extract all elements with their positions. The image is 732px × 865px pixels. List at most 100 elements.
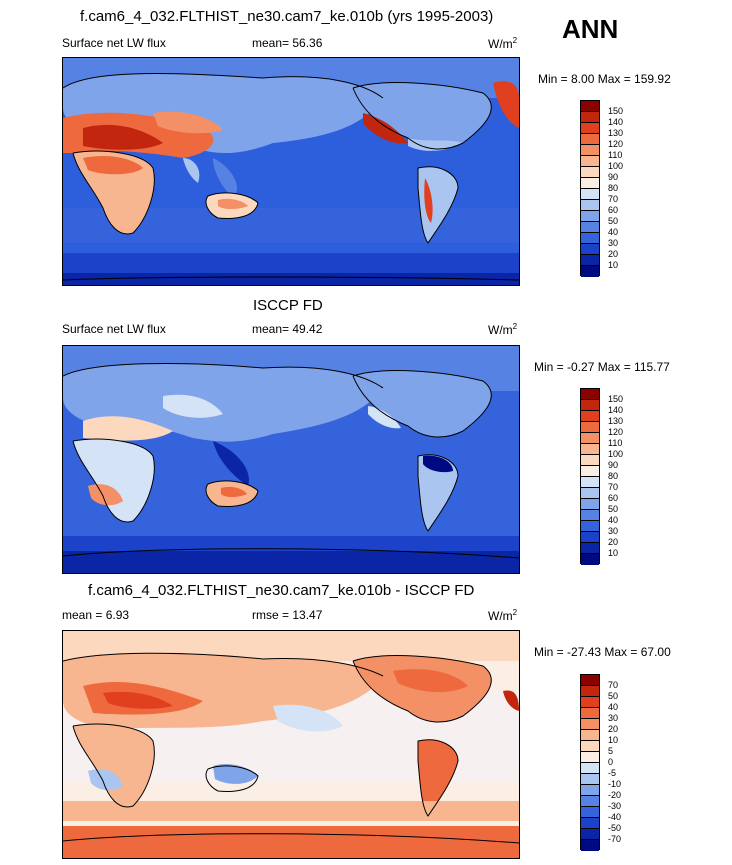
- minmax-label: Min = -0.27 Max = 115.77: [534, 360, 670, 374]
- mean-label: mean= 49.42: [252, 322, 323, 336]
- colorbar-tick-label: 50: [608, 691, 619, 701]
- colorbar-swatch: [581, 244, 599, 255]
- panel-title: ISCCP FD: [253, 297, 323, 314]
- colorbar-swatch: [581, 488, 599, 499]
- colorbar-tick-label: 70: [608, 680, 619, 690]
- colorbar-swatch: [581, 433, 599, 444]
- colorbar-boxes: [580, 388, 600, 565]
- minmax-label: Min = 8.00 Max = 159.92: [538, 72, 671, 86]
- colorbar-swatch: [581, 400, 599, 411]
- colorbar-tick-label: 110: [608, 438, 623, 448]
- colorbar-tick-label: 20: [608, 724, 619, 734]
- colorbar-swatch: [581, 156, 599, 167]
- colorbar-tick-label: 140: [608, 117, 624, 127]
- colorbar-swatch: [581, 686, 599, 697]
- units-label: W/m2: [488, 608, 518, 623]
- season-label: ANN: [562, 14, 619, 44]
- colorbar-tick-label: 100: [608, 449, 624, 459]
- units-label: W/m2: [488, 322, 518, 337]
- colorbar-swatch: [581, 200, 599, 211]
- panel-title: f.cam6_4_032.FLTHIST_ne30.cam7_ke.010b (…: [80, 8, 494, 25]
- colorbar-tick-label: 40: [608, 702, 619, 712]
- colorbar-model: 150 140 130 120 110 100 90 80 70 60 50 40 30 20 10: [580, 100, 623, 277]
- colorbar-swatch: [581, 807, 599, 818]
- panel-title: f.cam6_4_032.FLTHIST_ne30.cam7_ke.010b -…: [88, 582, 475, 599]
- map-model: [62, 57, 520, 286]
- colorbar-tick-label: 100: [608, 161, 624, 171]
- colorbar-swatch: [581, 697, 599, 708]
- colorbar-swatch: [581, 477, 599, 488]
- colorbar-swatch: [581, 112, 599, 123]
- colorbar-tick-label: 50: [608, 504, 619, 514]
- colorbar-swatch: [581, 266, 599, 277]
- colorbar-tick-label: 0: [608, 757, 614, 767]
- colorbar-tick-label: 10: [608, 260, 619, 270]
- colorbar-tick-label: 20: [608, 537, 619, 547]
- colorbar-tick-label: 110: [608, 150, 623, 160]
- colorbar-swatch: [581, 499, 599, 510]
- colorbar-swatch: [581, 466, 599, 477]
- colorbar-tick-label: 150: [608, 394, 624, 404]
- colorbar-swatch: [581, 444, 599, 455]
- colorbar-tick-label: 90: [608, 172, 619, 182]
- colorbar-tick-label: 30: [608, 526, 619, 536]
- colorbar-swatch: [581, 123, 599, 134]
- colorbar-swatch: [581, 719, 599, 730]
- colorbar-tick-label: 10: [608, 548, 619, 558]
- colorbar-swatch: [581, 829, 599, 840]
- colorbar-swatch: [581, 233, 599, 244]
- colorbar-tick-label: 60: [608, 205, 619, 215]
- colorbar-swatch: [581, 543, 599, 554]
- minmax-label: Min = -27.43 Max = 67.00: [534, 645, 671, 659]
- colorbar-tick-label: -70: [608, 834, 622, 844]
- colorbar-swatch: [581, 752, 599, 763]
- colorbar-swatch: [581, 101, 599, 112]
- colorbar-swatch: [581, 222, 599, 233]
- colorbar-swatch: [581, 785, 599, 796]
- colorbar-swatch: [581, 189, 599, 200]
- variable-label: Surface net LW flux: [62, 322, 166, 336]
- colorbar-obs: 150 140 130 120 110 100 90 80 70 60 50 40 30 20 10: [580, 388, 623, 565]
- colorbar-tick-label: 80: [608, 183, 619, 193]
- colorbar-boxes: [580, 674, 600, 851]
- colorbar-tick-label: -30: [608, 801, 622, 811]
- colorbar-tick-label: 70: [608, 194, 619, 204]
- colorbar-tick-label: -40: [608, 812, 622, 822]
- colorbar-swatch: [581, 532, 599, 543]
- mean-label: mean= 56.36: [252, 36, 323, 50]
- colorbar-tick-label: 130: [608, 128, 624, 138]
- colorbar-swatch: [581, 211, 599, 222]
- colorbar-swatch: [581, 178, 599, 189]
- colorbar-swatch: [581, 763, 599, 774]
- colorbar-tick-label: 5: [608, 746, 614, 756]
- colorbar-swatch: [581, 510, 599, 521]
- colorbar-swatch: [581, 255, 599, 266]
- colorbar-swatch: [581, 730, 599, 741]
- colorbar-swatch: [581, 411, 599, 422]
- colorbar-tick-label: 120: [608, 427, 624, 437]
- colorbar-swatch: [581, 167, 599, 178]
- colorbar-swatch: [581, 774, 599, 785]
- colorbar-tick-label: 150: [608, 106, 624, 116]
- colorbar-swatch: [581, 708, 599, 719]
- map-obs: [62, 345, 520, 574]
- colorbar-tick-label: 40: [608, 227, 619, 237]
- colorbar-tick-label: 120: [608, 139, 624, 149]
- rmse-label: rmse = 13.47: [252, 608, 323, 622]
- colorbar-swatch: [581, 840, 599, 851]
- colorbar-tick-label: 20: [608, 249, 619, 259]
- colorbar-tick-label: 50: [608, 216, 619, 226]
- mean-label: mean = 6.93: [62, 608, 130, 622]
- colorbar-swatch: [581, 389, 599, 400]
- map-diff: [62, 630, 520, 859]
- colorbar-tick-label: 60: [608, 493, 619, 503]
- colorbar-tick-label: 90: [608, 460, 619, 470]
- colorbar-diff: 70 50 40 30 20 10 5 0 -5 -10 -20 -30 -40 -50 -70: [580, 674, 621, 851]
- colorbar-swatch: [581, 134, 599, 145]
- colorbar-swatch: [581, 675, 599, 686]
- colorbar-swatch: [581, 455, 599, 466]
- colorbar-tick-label: -50: [608, 823, 622, 833]
- colorbar-swatch: [581, 521, 599, 532]
- colorbar-tick-label: 70: [608, 482, 619, 492]
- colorbar-boxes: [580, 100, 600, 277]
